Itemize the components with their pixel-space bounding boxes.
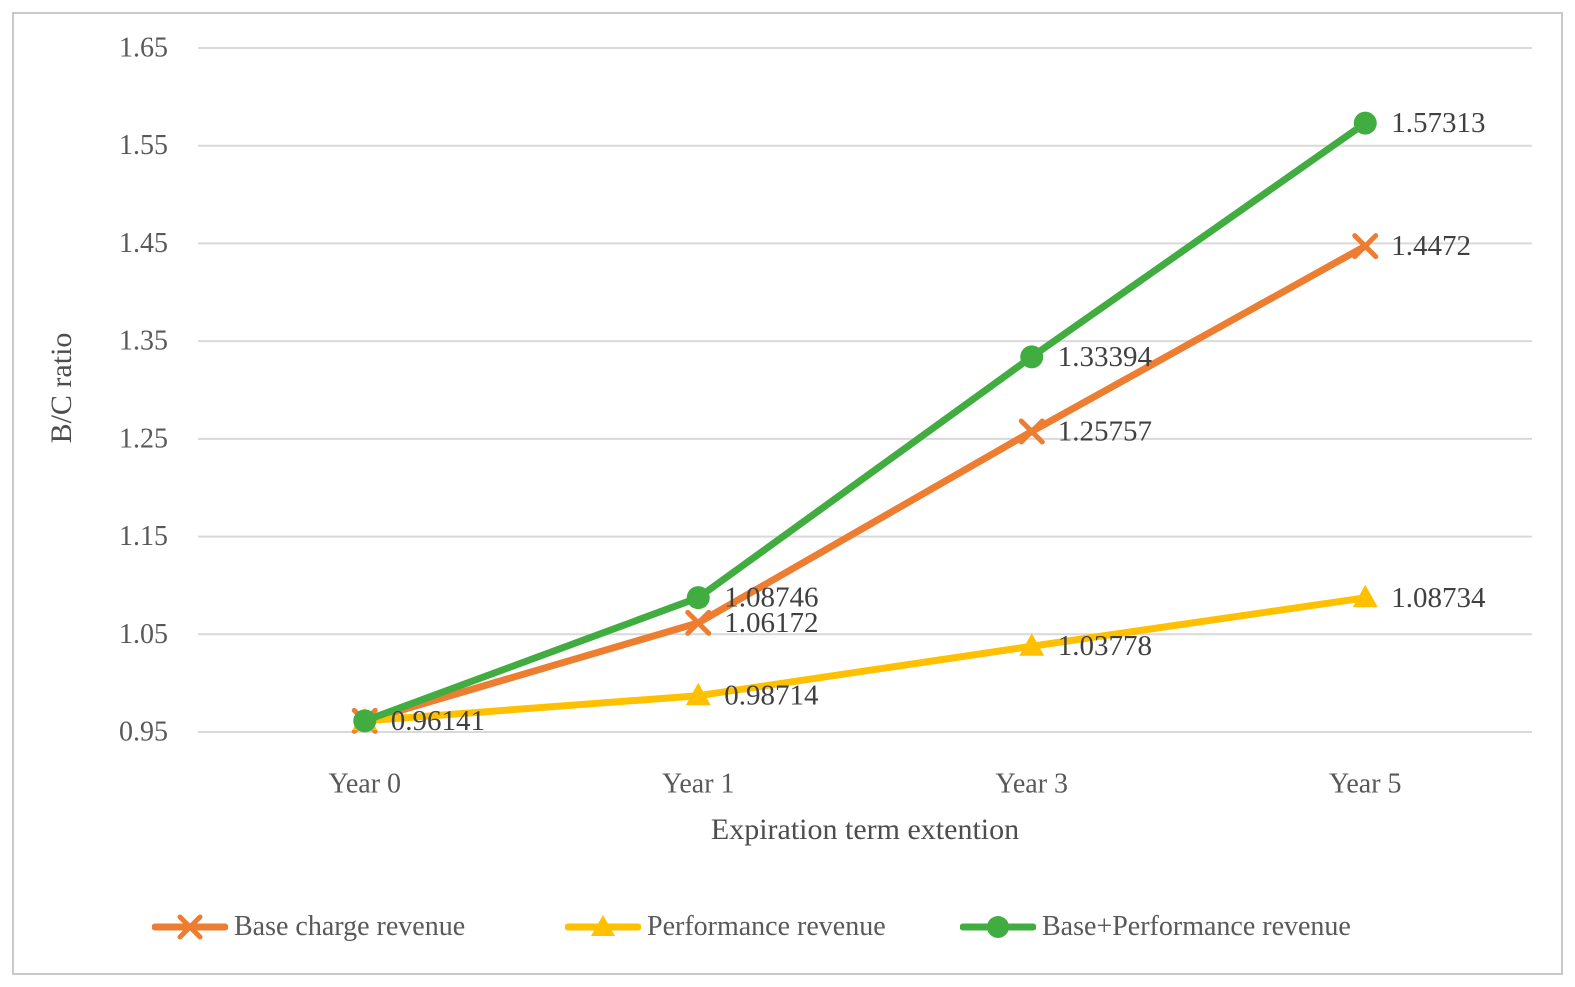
y-tick-label: 0.95 [119,717,168,748]
marker-triangle [685,682,711,706]
data-label: 1.03778 [1058,630,1152,662]
marker-triangle [1352,584,1378,608]
y-tick-label: 1.05 [119,619,168,650]
marker-x [1018,418,1045,445]
y-axis-title: B/C ratio [45,332,78,444]
data-label: 1.08734 [1391,582,1486,614]
data-label: 1.08746 [724,582,818,614]
x-tick-label: Year 3 [995,769,1068,800]
marker-x [685,609,712,636]
y-tick-label: 1.15 [119,521,168,552]
y-tick-label: 1.65 [119,33,168,64]
series-line-base-charge-revenue [361,242,1369,725]
marker-circle [686,586,710,610]
data-label: 0.98714 [724,680,819,712]
y-tick-label: 1.35 [119,326,168,357]
data-label: 1.25757 [1058,415,1152,447]
y-tick-label: 1.45 [119,228,168,259]
marker-circle [1020,345,1044,369]
marker-circle [353,709,377,733]
y-tick-label: 1.25 [119,423,168,454]
marker-x [1352,233,1379,260]
data-label: 1.4472 [1391,230,1471,262]
x-axis-title: Expiration term extention [710,813,1020,846]
data-label: 1.57313 [1391,107,1485,139]
data-label: 0.96141 [391,705,485,737]
x-tick-label: Year 0 [328,769,401,800]
x-tick-label: Year 5 [1329,769,1402,800]
y-tick-label: 1.55 [119,130,168,161]
data-label: 1.33394 [1058,341,1153,373]
marker-circle [1353,111,1377,135]
marker-triangle [1019,633,1045,656]
data-label: 1.06172 [724,607,818,639]
x-tick-label: Year 1 [662,769,735,800]
series-line-performance-revenue [361,594,1369,725]
series-line-base-performance-revenue [361,119,1369,725]
